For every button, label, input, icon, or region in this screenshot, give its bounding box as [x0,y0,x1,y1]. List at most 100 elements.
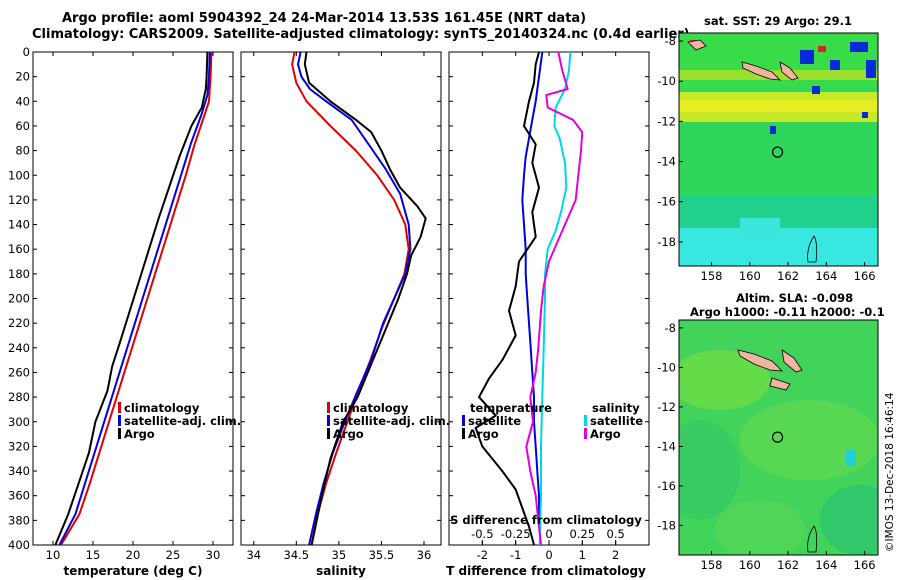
lon-tick-label: 162 [777,269,799,283]
x-tick-label: 1 [579,548,586,562]
y-tick-label: 40 [15,94,30,108]
x-tick-label: 36 [417,548,432,562]
y-tick-label: 320 [8,439,30,453]
series-line-temperature-satellite [521,51,544,546]
series-line-satellite-adj-clim- [58,51,211,546]
legend-s-argo-label: Argo [590,427,621,441]
legend-climatology-label: climatology [333,401,409,415]
lon-tick-label: 160 [739,269,761,283]
s-diff-tick-label: 0 [545,527,552,541]
x-tick-label: -2 [477,548,488,562]
lat-tick-label: -14 [657,439,676,453]
header-line-2: Climatology: CARS2009. Satellite-adjuste… [32,27,690,42]
lon-tick-label: 158 [701,558,723,572]
temperature-legend: climatology satellite-adj. clim. Argo [118,401,241,441]
difference-legend: temperature satellite Argo salinity sate… [462,401,643,441]
y-tick-label: 400 [8,538,30,552]
legend-t-argo-label: Argo [468,427,499,441]
lat-tick-label: -12 [657,114,676,128]
temperature-xlabel: temperature (deg C) [64,564,203,578]
y-tick-label: 280 [8,390,30,404]
lon-tick-label: 166 [854,558,876,572]
difference-panel: -2 -1 0 1 2 T difference from climatology S … [446,51,650,578]
t-difference-xlabel: T difference from climatology [446,564,646,578]
salinity-legend: climatology satellite-adj. clim. Argo [327,401,450,441]
salinity-panel: 34 34.5 35 35.5 36 salinity climatology sate… [240,51,450,578]
y-tick-label: 120 [8,193,30,207]
series-line-argo [54,51,209,546]
y-tick-label: 160 [8,242,30,256]
series-line-climatology [291,51,410,546]
y-tick-label: 340 [8,464,30,478]
x-tick-label: -1 [510,548,521,562]
sst-map-title: sat. SST: 29 Argo: 29.1 [704,14,853,28]
y-tick-label: 260 [8,365,30,379]
y-tick-label: 360 [8,489,30,503]
y-tick-label: 180 [8,267,30,281]
lat-tick-label: -16 [657,479,676,493]
legend-t-satellite-label: satellite [468,414,521,428]
sla-map-title-1: Altim. SLA: -0.098 [736,291,854,305]
x-tick-label: 34 [246,548,261,562]
y-tick-label: 60 [15,119,30,133]
y-tick-label: 0 [23,45,30,59]
legend-temperature-title: temperature [470,401,552,415]
x-tick-label: 2 [612,548,619,562]
s-difference-label: S difference from climatology [450,513,642,527]
x-tick-label: 0 [545,548,552,562]
lat-tick-label: -16 [657,195,676,209]
series-line-climatology [60,51,213,546]
lat-tick-label: -12 [657,400,676,414]
lon-tick-label: 166 [854,269,876,283]
x-tick-label: 20 [126,548,141,562]
s-diff-tick-label: 0.25 [570,527,596,541]
header-line-1: Argo profile: aoml 5904392_24 24-Mar-201… [62,11,587,26]
lat-tick-label: -10 [657,74,676,88]
series-line-salinity-satellite [538,51,572,546]
y-tick-label: 80 [15,144,30,158]
x-tick-label: 35 [332,548,347,562]
x-tick-label: 35.5 [369,548,395,562]
lon-tick-label: 158 [701,269,723,283]
sla-map-title-2: Argo h1000: -0.11 h2000: -0.1 [690,305,885,319]
legend-argo-label: Argo [333,427,364,441]
y-tick-label: 140 [8,218,30,232]
lat-tick-label: -10 [657,360,676,374]
y-tick-label: 20 [15,70,30,84]
lat-tick-label: -18 [657,235,676,249]
x-tick-label: 34.5 [284,548,310,562]
lat-tick-label: -18 [657,518,676,532]
sst-map: 158 160 162 164 166 -8 -10 -12 -14 -16 -18 [657,32,879,283]
temperature-panel: 0 20 40 60 80 100 120 140 160 180 200 220 240 260 280 3… [8,45,241,578]
legend-climatology-label: climatology [124,401,200,415]
series-line-argo [303,51,427,546]
lon-tick-label: 164 [815,269,837,283]
sla-map: 158 160 162 164 166 -8 -10 -12 -14 -16 -18 [657,319,879,572]
x-tick-label: 15 [86,548,101,562]
lat-tick-label: -8 [665,34,676,48]
salinity-xlabel: salinity [316,564,366,578]
legend-s-satellite-label: satellite [590,414,643,428]
s-diff-tick-label: 0.5 [607,527,625,541]
y-tick-label: 380 [8,513,30,527]
legend-satellite-label: satellite-adj. clim. [124,414,241,428]
y-tick-label: 100 [8,168,30,182]
lon-tick-label: 164 [815,558,837,572]
series-line-salinity-argo [525,51,584,546]
lon-tick-label: 162 [777,558,799,572]
x-tick-label: 25 [166,548,181,562]
lat-tick-label: -14 [657,155,676,169]
lon-tick-label: 160 [739,558,761,572]
y-tick-label: 300 [8,415,30,429]
s-diff-tick-label: -0.25 [501,527,531,541]
series-line-temperature-argo [474,51,540,546]
argo-position-marker [771,146,784,158]
y-tick-label: 240 [8,341,30,355]
y-tick-label: 220 [8,316,30,330]
y-tick-label: 200 [8,292,30,306]
x-tick-label: 10 [46,548,61,562]
argo-position-marker [771,431,784,443]
legend-satellite-label: satellite-adj. clim. [333,414,450,428]
lat-tick-label: -8 [665,321,676,335]
